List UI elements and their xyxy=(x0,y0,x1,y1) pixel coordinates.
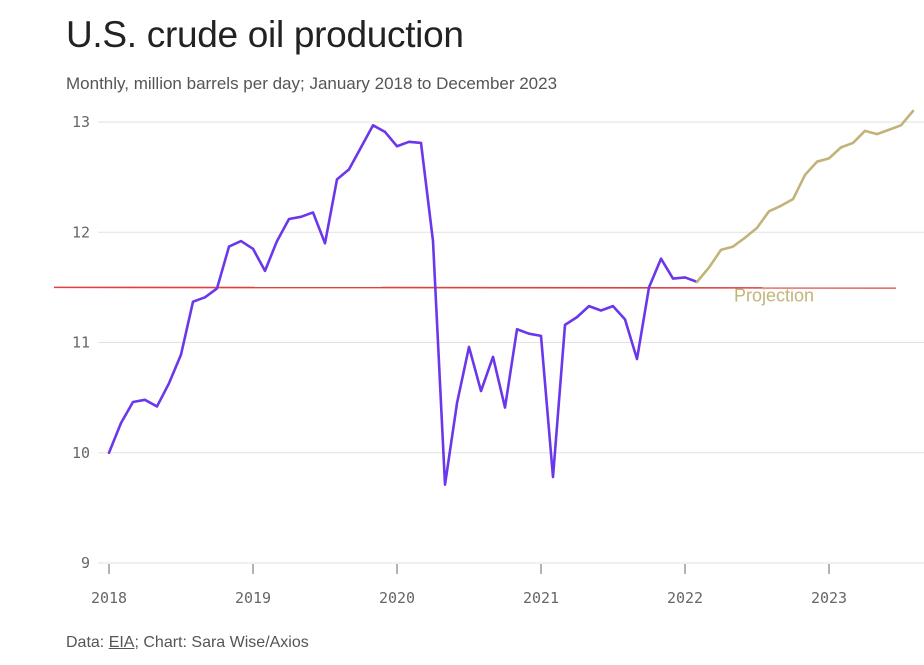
y-tick-label: 10 xyxy=(72,444,90,462)
source-suffix: ; Chart: Sara Wise/Axios xyxy=(134,634,309,651)
source-link-eia[interactable]: EIA xyxy=(108,634,135,651)
x-tick-label: 2020 xyxy=(379,589,415,607)
projection-series-line xyxy=(695,109,915,284)
chart-title: U.S. crude oil production xyxy=(66,14,464,55)
x-tick-label: 2019 xyxy=(235,589,271,607)
projection-label: Projection xyxy=(734,285,814,305)
x-tick-label: 2021 xyxy=(523,589,559,607)
x-axis: 2018 2019 2020 2021 2022 2023 xyxy=(91,564,847,607)
source-prefix: Data: xyxy=(66,634,109,651)
series-lines xyxy=(107,109,915,487)
chart-subtitle: Monthly, million barrels per day; Januar… xyxy=(66,74,558,93)
y-tick-label: 13 xyxy=(72,113,90,131)
reference-line xyxy=(53,286,897,289)
reference-line-group: Projection xyxy=(53,285,897,305)
x-tick-label: 2023 xyxy=(811,589,847,607)
y-tick-label: 12 xyxy=(72,223,90,241)
x-tick-label: 2018 xyxy=(91,589,127,607)
y-axis-tick-labels: 9 10 11 12 13 xyxy=(72,113,90,572)
y-tick-label: 11 xyxy=(72,334,90,352)
y-tick-label: 9 xyxy=(81,554,90,572)
x-tick-label: 2022 xyxy=(667,589,703,607)
source-credit: Data: EIA; Chart: Sara Wise/Axios xyxy=(66,634,309,652)
historical-series-line xyxy=(107,124,699,487)
gridlines xyxy=(98,121,924,564)
